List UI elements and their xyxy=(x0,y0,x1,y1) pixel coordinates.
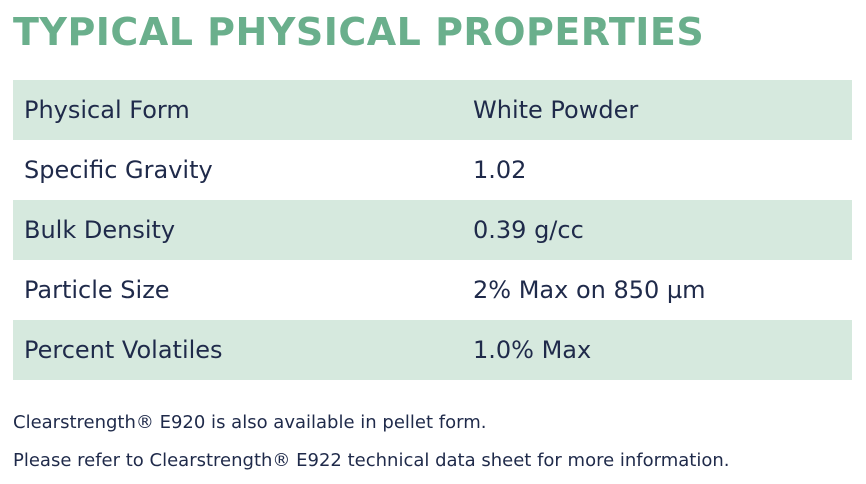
table-row: Bulk Density 0.39 g/cc xyxy=(13,200,852,260)
property-value: 0.39 g/cc xyxy=(473,216,584,244)
table-row: Physical Form White Powder xyxy=(13,80,852,140)
property-label: Particle Size xyxy=(24,276,170,304)
table-row: Percent Volatiles 1.0% Max xyxy=(13,320,852,380)
footnotes: Clearstrength® E920 is also available in… xyxy=(13,404,858,480)
property-label: Percent Volatiles xyxy=(24,336,223,364)
property-value: 1.0% Max xyxy=(473,336,592,364)
property-label: Physical Form xyxy=(24,96,190,124)
properties-table: Physical Form White Powder Specific Grav… xyxy=(13,80,852,380)
property-label: Specific Gravity xyxy=(24,156,213,184)
property-label: Bulk Density xyxy=(24,216,176,244)
datasheet-reference-note: Please refer to Clearstrength® E922 tech… xyxy=(13,450,730,471)
pellet-availability-note: Clearstrength® E920 is also available in… xyxy=(13,412,487,433)
property-value: 1.02 xyxy=(473,156,527,184)
table-row: Specific Gravity 1.02 xyxy=(13,140,852,200)
property-value: 2% Max on 850 µm xyxy=(473,276,706,304)
section-title: TYPICAL PHYSICAL PROPERTIES xyxy=(13,10,705,54)
table-row: Particle Size 2% Max on 850 µm xyxy=(13,260,852,320)
property-value: White Powder xyxy=(473,96,639,124)
